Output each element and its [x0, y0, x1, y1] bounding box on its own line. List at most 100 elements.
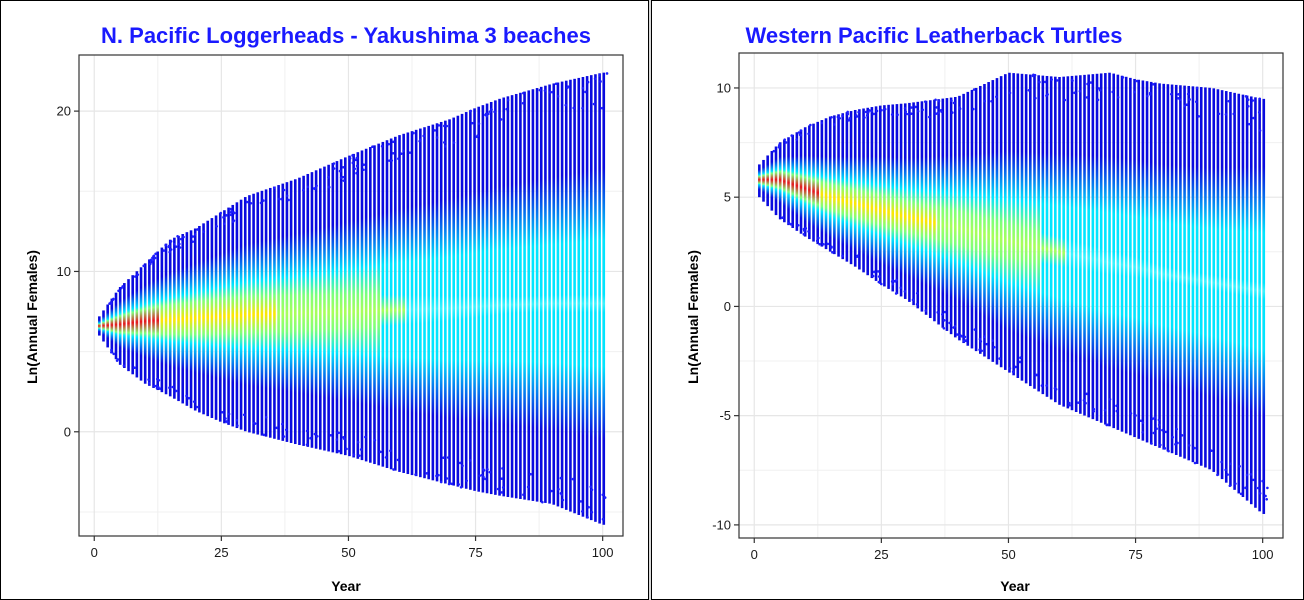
outlier-point [592, 102, 596, 106]
outlier-point [978, 337, 982, 341]
data-column [173, 237, 176, 399]
data-column [1166, 84, 1170, 452]
outlier-point [789, 223, 793, 226]
data-column [1045, 75, 1049, 397]
outlier-point [437, 124, 441, 127]
outlier-point [284, 428, 288, 432]
outlier-point [1092, 407, 1096, 411]
data-column [577, 77, 581, 515]
data-column [177, 235, 180, 402]
outlier-point [152, 258, 155, 262]
outlier-point [399, 152, 403, 156]
outlier-point [158, 387, 162, 390]
data-column [227, 207, 230, 425]
outlier-point [877, 280, 881, 284]
data-column [469, 110, 472, 490]
outlier-point [341, 165, 345, 169]
data-column [766, 155, 769, 207]
data-column [908, 102, 911, 302]
outlier-point [435, 474, 438, 478]
y-tick-label: -10 [712, 517, 731, 532]
outlier-point [807, 230, 810, 233]
data-column [448, 119, 451, 485]
outlier-point [483, 477, 487, 481]
data-column [281, 183, 285, 441]
outlier-point [899, 286, 903, 290]
outlier-point [414, 473, 417, 476]
outlier-point [1045, 94, 1048, 97]
outlier-point [461, 464, 464, 468]
data-column [1141, 80, 1145, 441]
data-column [231, 204, 235, 427]
outlier-point [1234, 482, 1237, 485]
outlier-point [236, 424, 239, 427]
data-column [456, 115, 460, 487]
outlier-point [1008, 367, 1012, 370]
outlier-point [991, 339, 995, 342]
outlier-point [185, 394, 188, 398]
data-column [193, 228, 197, 411]
outlier-point [799, 129, 803, 132]
outlier-point [219, 211, 223, 215]
data-column [489, 101, 493, 495]
outlier-point [1183, 104, 1187, 108]
outlier-point [554, 82, 558, 86]
outlier-point [337, 431, 341, 435]
x-tick-label: 50 [341, 545, 355, 560]
outlier-point [505, 107, 508, 111]
data-column [895, 104, 899, 294]
data-column [1137, 79, 1141, 439]
data-column [1129, 77, 1132, 436]
outlier-point [883, 107, 887, 111]
outlier-point [169, 248, 173, 251]
outlier-point [797, 131, 801, 134]
outlier-point [1096, 98, 1100, 102]
outlier-point [1098, 88, 1102, 92]
outlier-point [389, 449, 392, 453]
data-column [795, 132, 799, 231]
outlier-point [412, 131, 415, 135]
outlier-point [478, 474, 482, 477]
outlier-point [1247, 122, 1251, 126]
data-column [102, 310, 105, 342]
outlier-point [152, 254, 156, 258]
data-column [774, 146, 778, 216]
outlier-point [302, 188, 305, 192]
outlier-point [963, 339, 967, 343]
data-column [168, 239, 172, 397]
outlier-point [556, 94, 560, 98]
outlier-point [332, 162, 336, 165]
y-tick-label: 5 [724, 190, 731, 205]
data-column [360, 150, 364, 461]
data-column [589, 75, 593, 521]
chart-left: 0 25 50 75 100 0 10 20 N. Pacific Loggerheads - … [24, 23, 624, 594]
data-column [870, 107, 874, 279]
outlier-point [109, 302, 113, 305]
outlier-point [572, 106, 576, 110]
outlier-point [891, 282, 895, 286]
data-column [1066, 76, 1070, 409]
outlier-point [1085, 392, 1089, 396]
outlier-point [1141, 430, 1144, 434]
outlier-point [941, 313, 944, 316]
outlier-point [202, 230, 206, 233]
outlier-point [482, 475, 485, 479]
data-column [223, 210, 226, 424]
y-tick-label: -5 [719, 408, 731, 423]
outlier-point [529, 472, 532, 476]
outlier-point [442, 456, 445, 460]
outlier-point [339, 176, 343, 179]
outlier-point [342, 436, 345, 439]
outlier-point [110, 348, 113, 352]
outlier-point [168, 386, 171, 390]
data-column [1062, 76, 1065, 407]
data-column [560, 81, 564, 509]
data-column [849, 111, 853, 265]
data-column [958, 95, 961, 341]
outlier-point [362, 163, 366, 167]
data-column [1124, 76, 1128, 434]
data-column [431, 124, 435, 481]
data-column [377, 143, 380, 466]
data-column [820, 120, 824, 247]
outlier-point [1063, 98, 1067, 102]
